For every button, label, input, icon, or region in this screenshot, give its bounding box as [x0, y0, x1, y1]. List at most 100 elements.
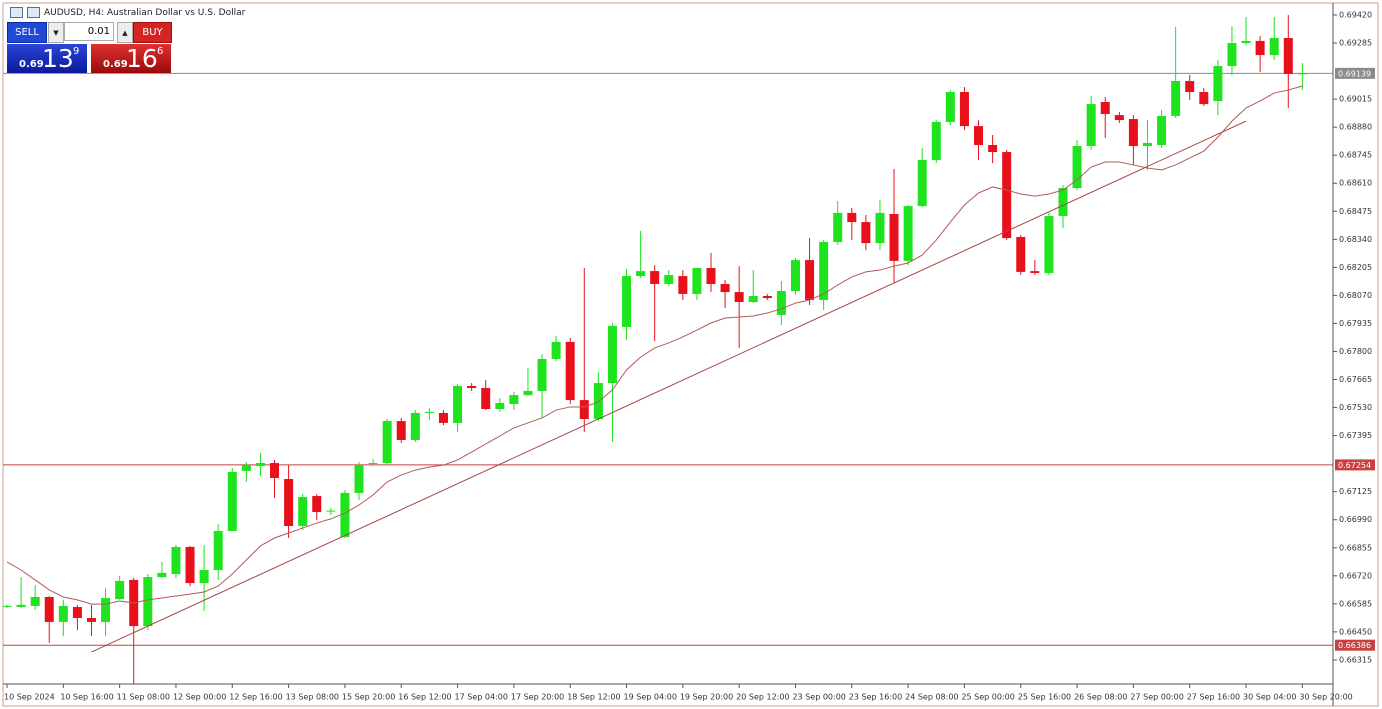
candle-body	[495, 402, 505, 410]
candle-body	[213, 530, 223, 570]
y-tick-label: 0.67530	[1339, 403, 1372, 412]
x-tick-label: 26 Sep 08:00	[1074, 693, 1127, 702]
quote-big: 16	[126, 44, 158, 73]
candle-body	[1072, 146, 1082, 189]
candle-body	[1227, 43, 1237, 67]
y-tick-label: 0.67125	[1339, 487, 1372, 496]
candle-body	[1269, 38, 1279, 56]
y-tick-label: 0.67935	[1339, 319, 1372, 328]
candle-body	[917, 159, 927, 207]
candle-body	[889, 213, 899, 261]
candle-body	[72, 606, 82, 618]
moving-average	[6, 85, 1303, 605]
candle-body	[636, 271, 646, 277]
x-tick-label: 10 Sep 2024	[4, 693, 55, 702]
candle-body	[284, 479, 294, 526]
candle-body	[537, 358, 547, 391]
x-tick-label: 18 Sep 12:00	[567, 693, 620, 702]
candle-body	[298, 497, 308, 526]
candle-body	[678, 276, 688, 294]
quote-big: 13	[42, 44, 74, 73]
x-tick-label: 25 Sep 00:00	[961, 693, 1014, 702]
lot-decrease[interactable]: ▼	[48, 22, 64, 43]
y-tick-label: 0.69420	[1339, 10, 1372, 19]
candle-body	[988, 145, 998, 153]
trendline	[91, 120, 1247, 653]
x-tick-label: 27 Sep 00:00	[1130, 693, 1183, 702]
candle-body	[720, 283, 730, 293]
x-tick-label: 11 Sep 08:00	[117, 693, 170, 702]
price-label: 0.67254	[1338, 461, 1371, 470]
candle-body	[1128, 119, 1138, 147]
candle-body	[424, 411, 434, 413]
candle-body	[748, 296, 758, 303]
candle-body	[1058, 188, 1068, 217]
candle-body	[241, 465, 251, 471]
candle-body	[1255, 40, 1265, 56]
candle-body	[945, 92, 955, 122]
candle-body	[931, 121, 941, 160]
y-tick-label: 0.66990	[1339, 515, 1372, 524]
candle-body	[157, 572, 167, 578]
candle-body	[58, 605, 68, 622]
candle-body	[551, 341, 561, 359]
quote-prefix: 0.69	[103, 59, 128, 70]
buy-button[interactable]: BUY	[133, 22, 172, 43]
sell-quote[interactable]: 0.69 13 9	[7, 44, 87, 73]
candle-body	[776, 291, 786, 315]
candle-body	[467, 385, 477, 389]
candle-body	[270, 463, 280, 478]
x-tick-label: 24 Sep 08:00	[905, 693, 958, 702]
price-label: 0.69139	[1338, 69, 1371, 78]
candle-body	[396, 421, 406, 440]
sell-button[interactable]: SELL	[7, 22, 47, 43]
x-tick-label: 27 Sep 16:00	[1187, 693, 1240, 702]
candle-body	[438, 412, 448, 423]
y-tick-label: 0.69015	[1339, 95, 1372, 104]
y-tick-label: 0.69285	[1339, 39, 1372, 48]
quote-pip: 9	[73, 46, 80, 57]
price-label: 0.66386	[1338, 641, 1371, 650]
y-tick-label: 0.68205	[1339, 263, 1372, 272]
candle-body	[1044, 216, 1054, 273]
price-label-box	[1335, 639, 1375, 651]
candle-body	[354, 465, 364, 493]
candle-body	[1297, 73, 1307, 75]
quote-pip: 6	[157, 46, 164, 57]
candle-body	[1142, 142, 1152, 147]
candle-body	[664, 275, 674, 284]
lot-increase[interactable]: ▲	[117, 22, 133, 43]
candle-body	[1030, 271, 1040, 273]
candle-body	[1086, 104, 1096, 147]
candle-body	[875, 212, 885, 244]
candle-body	[565, 341, 575, 401]
x-tick-label: 16 Sep 12:00	[398, 693, 451, 702]
buy-quote[interactable]: 0.69 16 6	[91, 44, 171, 73]
x-tick-label: 13 Sep 08:00	[286, 693, 339, 702]
candle-body	[1002, 152, 1012, 239]
candle-body	[1283, 38, 1293, 74]
candle-body	[1185, 81, 1195, 93]
candle-body	[790, 260, 800, 292]
candle-body	[453, 385, 463, 423]
candle-body	[185, 546, 195, 584]
candle-body	[326, 510, 336, 512]
candle-body	[805, 260, 815, 300]
y-tick-label: 0.68475	[1339, 207, 1372, 216]
candle-body	[115, 581, 125, 600]
y-tick-label: 0.66720	[1339, 571, 1372, 580]
y-tick-label: 0.66855	[1339, 543, 1372, 552]
lot-input[interactable]: 0.01	[64, 22, 114, 41]
candle-body	[16, 604, 26, 607]
candle-body	[481, 388, 491, 410]
chart-title: AUDUSD, H4: Australian Dollar vs U.S. Do…	[44, 7, 246, 18]
quote-prefix: 0.69	[19, 59, 44, 70]
y-tick-label: 0.66450	[1339, 627, 1372, 636]
candle-body	[650, 271, 660, 284]
x-tick-label: 23 Sep 16:00	[849, 693, 902, 702]
x-tick-label: 12 Sep 00:00	[173, 693, 226, 702]
candle-body	[410, 412, 420, 440]
price-label-box	[1335, 459, 1375, 471]
